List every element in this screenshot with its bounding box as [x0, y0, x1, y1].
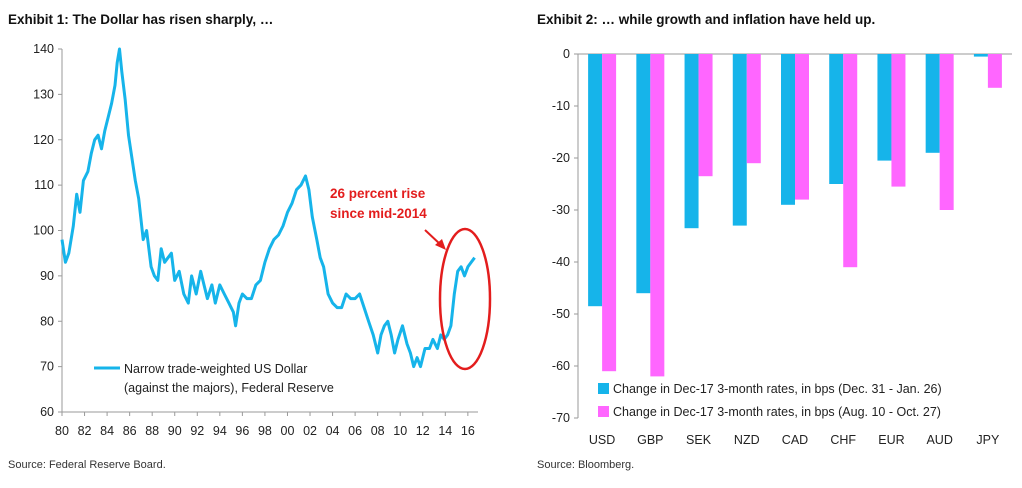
exhibit1-x-ticks: 80 82 84 86 88 90 92 94 96 98 00 02 04 06 08 10 12 14 16: [55, 412, 475, 438]
exhibit1-x-tick-label: 14: [438, 424, 452, 438]
bar-usd-series2: [602, 54, 617, 372]
exhibit2-legend-swatch-2: [598, 406, 609, 417]
bar-chf-series1: [829, 54, 844, 184]
exhibit2-x-ticks: USD GBP SEK NZD CAD CHF EUR AUD JPY: [589, 433, 1000, 447]
exhibit1-y-tick-label: 90: [40, 269, 54, 283]
exhibit1-x-tick-label: 84: [100, 424, 114, 438]
exhibit1-title: Exhibit 1: The Dollar has risen sharply,…: [8, 12, 274, 27]
exhibit1-x-tick-label: 82: [78, 424, 92, 438]
bar-aud-series2: [939, 54, 954, 210]
exhibit2-y-tick-label: -10: [552, 99, 570, 113]
exhibit2-y-tick-label: -30: [552, 203, 570, 217]
bar-chf-series2: [843, 54, 858, 268]
bar-sek-series1: [684, 54, 699, 229]
exhibit1-y-tick-label: 70: [40, 360, 54, 374]
bar-sek-series2: [698, 54, 713, 177]
exhibit2-x-tick-label: AUD: [926, 433, 952, 447]
exhibit1-series-line: [60, 47, 476, 369]
annotation-ellipse: [438, 227, 492, 371]
exhibit1-x-tick-label: 06: [348, 424, 362, 438]
exhibit2-legend-swatch-1: [598, 383, 609, 394]
annotation-line2: since mid-2014: [330, 206, 427, 221]
exhibit1-x-tick-label: 12: [416, 424, 430, 438]
bar-cad-series1: [781, 54, 795, 205]
exhibit1-y-tick-label: 140: [33, 42, 54, 56]
exhibit1-x-tick-label: 80: [55, 424, 69, 438]
exhibit2-y-tick-label: -60: [552, 359, 570, 373]
bar-nzd-series2: [746, 54, 761, 164]
bar-nzd-series1: [732, 54, 747, 226]
bar-gbp-series2: [650, 54, 665, 377]
exhibit1-y-tick-label: 100: [33, 224, 54, 238]
exhibit2-x-tick-label: NZD: [734, 433, 760, 447]
exhibit1-x-tick-label: 96: [235, 424, 249, 438]
exhibit1-x-tick-label: 94: [213, 424, 227, 438]
bar-eur-series2: [891, 54, 906, 187]
exhibit2-y-tick-label: -40: [552, 255, 570, 269]
bar-gbp-series1: [636, 54, 651, 294]
bar-jpy-series2: [987, 54, 1002, 88]
annotation-line1: 26 percent rise: [330, 186, 426, 201]
exhibit2-y-tick-label: -50: [552, 307, 570, 321]
bar-jpy-series1: [973, 54, 988, 57]
exhibit2-x-tick-label: GBP: [637, 433, 663, 447]
exhibit2-title: Exhibit 2: … while growth and inflation …: [537, 12, 876, 27]
exhibit1-y-tick-label: 60: [40, 405, 54, 419]
exhibit1-x-tick-label: 88: [145, 424, 159, 438]
exhibit2-source: Source: Bloomberg.: [537, 459, 635, 471]
bar-aud-series1: [925, 54, 940, 153]
exhibit1-legend-line2: (against the majors), Federal Reserve: [124, 381, 334, 395]
exhibit2-legend-label-2: Change in Dec-17 3-month rates, in bps (…: [613, 405, 941, 419]
exhibit2-x-tick-label: USD: [589, 433, 615, 447]
exhibit1-y-tick-label: 110: [34, 178, 54, 192]
exhibit1-y-ticks: 60 70 80 90 100 110 120 130 140: [33, 42, 62, 419]
exhibit2-x-tick-label: JPY: [976, 433, 1000, 447]
exhibit1-x-tick-label: 86: [123, 424, 137, 438]
exhibit2-legend-label-1: Change in Dec-17 3-month rates, in bps (…: [613, 382, 942, 396]
exhibit2-y-tick-label: 0: [563, 47, 570, 61]
exhibit1-y-tick-label: 130: [33, 87, 54, 101]
exhibit1-x-tick-label: 08: [371, 424, 385, 438]
exhibit2-bars: [588, 54, 1002, 377]
exhibit1-x-tick-label: 02: [303, 424, 317, 438]
annotation-arrow-head: [435, 239, 446, 250]
exhibit1-y-tick-label: 120: [33, 133, 54, 147]
bar-usd-series1: [588, 54, 603, 307]
exhibit2-x-tick-label: SEK: [686, 433, 712, 447]
exhibit2-y-tick-label: -20: [552, 151, 570, 165]
exhibit1-x-tick-label: 16: [461, 424, 475, 438]
exhibit2-x-tick-label: CAD: [782, 433, 808, 447]
exhibit1-legend-line1: Narrow trade-weighted US Dollar: [124, 362, 307, 376]
exhibit2-y-tick-label: -70: [552, 411, 570, 425]
exhibit1-x-tick-label: 92: [190, 424, 204, 438]
exhibit1-y-tick-label: 80: [40, 314, 54, 328]
exhibit1-x-tick-label: 90: [168, 424, 182, 438]
exhibit2-x-tick-label: CHF: [830, 433, 856, 447]
bar-eur-series1: [877, 54, 892, 161]
exhibit2-y-ticks: 0 -10 -20 -30 -40 -50 -60 -70: [552, 47, 578, 425]
exhibit1-x-tick-label: 04: [326, 424, 340, 438]
exhibit1-x-tick-label: 00: [281, 424, 295, 438]
exhibit1-x-tick-label: 98: [258, 424, 272, 438]
exhibit1-line: [60, 47, 476, 369]
bar-cad-series2: [795, 54, 809, 200]
exhibit2-x-tick-label: EUR: [878, 433, 904, 447]
exhibit1-x-tick-label: 10: [393, 424, 407, 438]
exhibit1-source: Source: Federal Reserve Board.: [8, 459, 166, 471]
